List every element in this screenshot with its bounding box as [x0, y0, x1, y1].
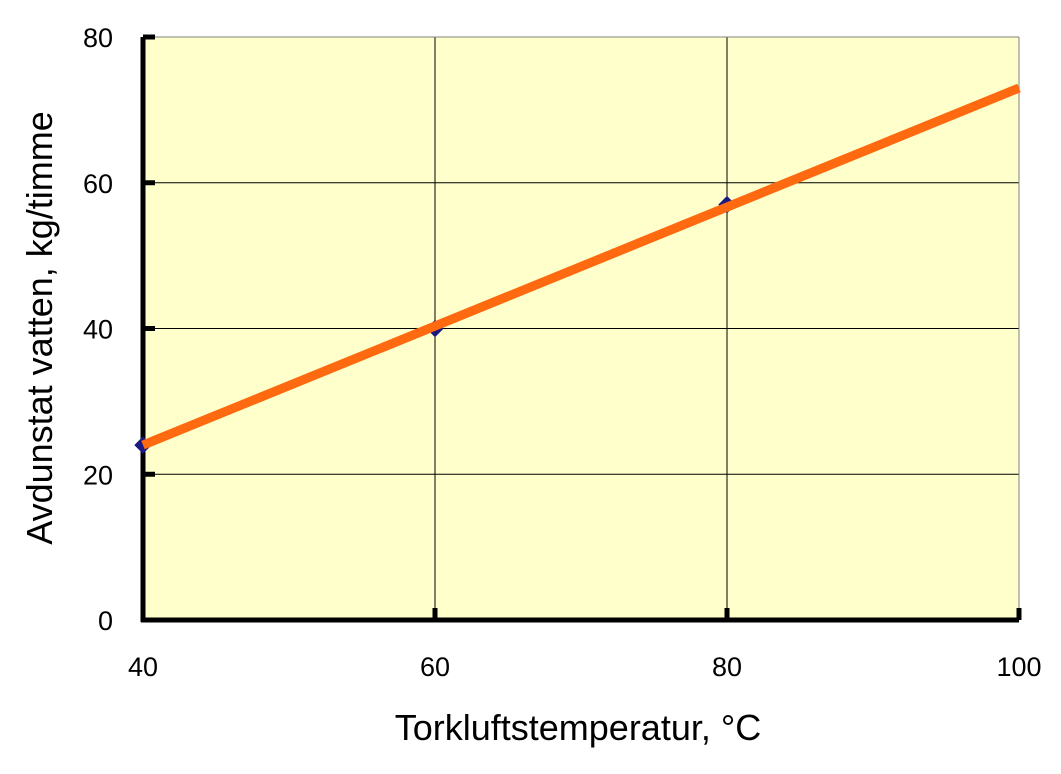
series-layer: [134, 83, 1021, 454]
x-tick-label: 40: [128, 652, 158, 682]
y-tick-label: 20: [83, 460, 113, 490]
y-tick-label: 60: [83, 169, 113, 199]
x-axis-title: Torkluftstemperatur, °C: [395, 707, 762, 748]
x-tick-label: 80: [712, 652, 742, 682]
axes: [140, 34, 1022, 623]
y-axis-title: Avdunstat vatten, kg/timme: [19, 111, 60, 545]
trend-line-overlay: [141, 83, 1021, 450]
y-tick-label: 0: [98, 606, 113, 636]
x-tick-label: 100: [996, 652, 1041, 682]
tick-labels: 0 20 40 60 80 40 60 80 100: [83, 23, 1042, 682]
x-tick-label: 60: [420, 652, 450, 682]
y-tick-label: 80: [83, 23, 113, 53]
y-tick-label: 40: [83, 315, 113, 345]
